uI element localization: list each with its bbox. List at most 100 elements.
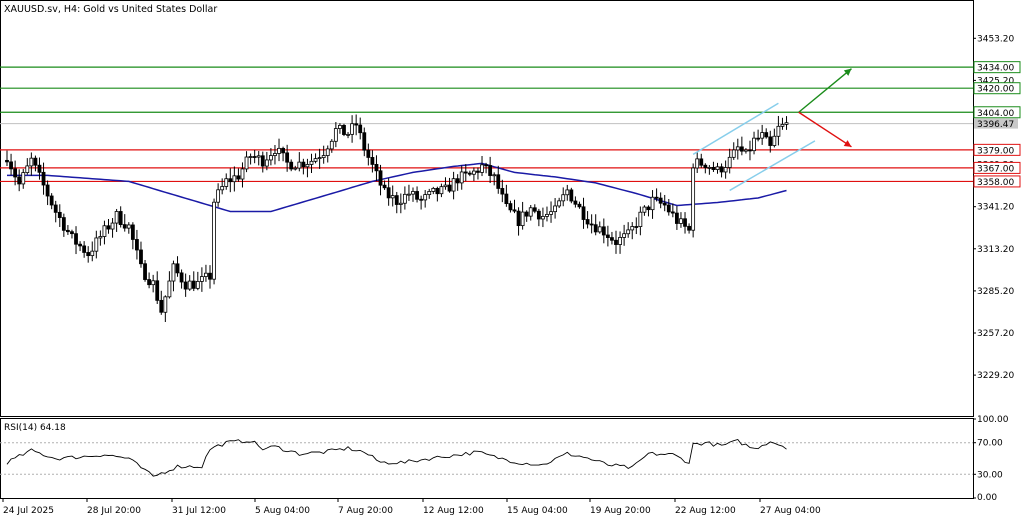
candle-body [496,174,501,189]
candle-body [90,250,95,257]
candle-body [415,191,419,200]
candle-body [212,201,216,280]
candle-body [175,263,180,274]
candle-body [5,159,9,163]
resistance-level-tag [973,106,1021,119]
channel-lower-line[interactable] [729,140,816,192]
rsi-indicator: 100.00 70.00 30.00 0.00 [0,415,1009,503]
current-price-tag [974,118,1018,129]
candle-body [675,212,679,224]
bullish-arrow-line[interactable] [798,68,852,113]
rsi-tick-label: 0.00 [977,493,997,503]
time-tick-label: 24 Jul 2025 [3,506,54,516]
candle-body [504,193,509,204]
candle-body [354,123,359,126]
candle-body [260,155,265,167]
candle-body [573,200,578,205]
support-level-label: 3358.00 [977,178,1014,188]
candle-body [224,178,229,187]
candle-body [281,147,285,154]
level-labels: 3396.47 3434.00 3420.00 3404.00 3379.00 3367.… [973,61,1021,188]
candle-body [9,161,13,170]
candle-body [536,210,541,220]
resistance-level-tag [973,61,1021,74]
candle-body [126,224,131,229]
candle-body [723,167,728,173]
candle-body [398,202,403,205]
candle-body [338,124,342,129]
candle-body [545,213,549,217]
candle-body [597,226,602,233]
trend-channel[interactable] [692,102,816,192]
support-level-tag [973,161,1021,174]
main-plot-frame [0,0,974,417]
time-axis[interactable]: 24 Jul 2025 28 Jul 20:00 31 Jul 12:00 5 Aug… [2,498,821,516]
candle-body [248,156,253,158]
price-tick-label: 3229.20 [977,371,1014,381]
candle-body [61,217,66,231]
candle-body [488,165,493,176]
candle-body [516,210,521,227]
support-level-label: 3367.00 [977,164,1014,174]
current-price-label: 3396.47 [977,120,1014,130]
candle-body [447,184,452,192]
candle-body [744,149,748,152]
candle-body [463,171,468,174]
candle-body [199,276,204,282]
candle-body [25,165,30,174]
time-tick-label: 5 Aug 04:00 [255,506,310,516]
candle-body [29,157,34,167]
candle-body [476,170,480,173]
candle-body [70,231,74,235]
candle-body [49,195,54,206]
candle-body [719,166,724,173]
candle-body [557,200,562,207]
candle-body [654,196,659,199]
candle-body [614,239,618,245]
candle-body [687,225,691,231]
candle-body [256,155,261,158]
candle-body [346,133,350,136]
candle-body [731,149,736,158]
projection-arrows[interactable] [798,68,852,148]
candle-body [94,237,99,252]
candle-body [748,149,752,152]
candle-body [618,237,622,245]
candle-body [285,152,290,163]
candle-body [512,209,517,212]
candle-body [110,222,115,230]
candle-body [605,234,610,238]
price-tick-label: 3425.20 [977,76,1014,86]
bearish-arrow-line[interactable] [798,111,852,148]
candle-body [378,170,383,186]
candle-body [301,161,306,168]
rsi-line [6,438,787,477]
bullish-arrow-head [843,68,852,76]
time-tick-label: 12 Aug 12:00 [423,506,484,516]
channel-upper-line[interactable] [692,102,779,156]
candle-body [244,156,249,170]
candle-body [252,156,257,158]
candle-body [760,132,765,139]
candle-body [122,224,127,229]
candle-body [305,164,310,168]
support-level-tag [973,143,1021,156]
candle-body [402,193,407,204]
candle-body [711,166,716,170]
candle-body [662,202,667,206]
candle-body [520,211,525,227]
candle-body [297,161,302,169]
resistance-level-label: 3420.00 [977,85,1014,95]
candle-body [565,189,570,196]
candle-body [155,280,160,301]
candle-body [455,178,460,184]
candle-body [370,157,375,165]
candle-body [98,236,103,239]
candle-body [342,124,346,135]
candle-body [484,164,488,167]
candle-body [374,164,379,172]
candle-body [191,280,196,289]
candle-body [492,174,497,177]
